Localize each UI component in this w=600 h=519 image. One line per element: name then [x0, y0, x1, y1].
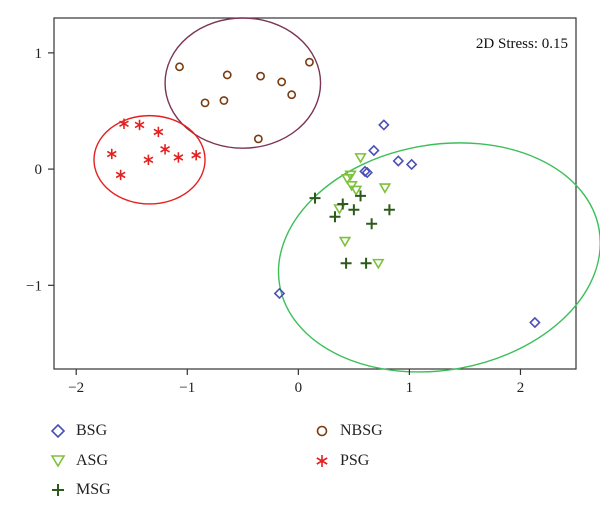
legend-item-msg: MSG — [50, 481, 111, 499]
point-msg — [340, 257, 352, 269]
point-bsg — [392, 155, 405, 167]
x-tick-label: 1 — [406, 380, 414, 396]
point-msg — [355, 190, 367, 202]
ellipse-psg — [93, 114, 206, 205]
data-points — [106, 57, 541, 329]
legend-label: MSG — [76, 481, 111, 498]
point-asg — [378, 183, 392, 194]
x-tick-label: 0 — [295, 380, 303, 396]
point-asg — [341, 173, 354, 185]
circle-marker-icon — [316, 425, 328, 437]
point-asg — [354, 153, 367, 164]
triangle-down-marker-icon — [50, 455, 66, 468]
point-msg — [360, 257, 372, 269]
point-bsg — [273, 287, 286, 300]
plus-marker-icon — [52, 484, 64, 496]
legend-item-bsg: BSG — [50, 422, 107, 440]
y-tick-label: 0 — [35, 162, 43, 178]
ellipse-nbsg — [164, 17, 322, 149]
legend-label: ASG — [76, 452, 109, 469]
point-psg — [119, 118, 129, 129]
legend-label: NBSG — [340, 422, 383, 439]
point-psg — [153, 126, 164, 138]
ellipse-bsg-asg-msg — [277, 142, 600, 373]
point-bsg — [378, 119, 390, 131]
point-nbsg — [287, 90, 297, 100]
point-msg — [383, 204, 395, 216]
legend-label: BSG — [76, 422, 108, 439]
point-msg — [337, 198, 349, 210]
point-msg — [348, 204, 360, 216]
point-psg — [106, 148, 117, 160]
y-tick-label: 1 — [35, 46, 43, 62]
point-psg — [191, 149, 202, 161]
point-psg — [143, 154, 154, 165]
point-psg — [160, 144, 170, 155]
point-asg — [349, 185, 363, 197]
cluster-ellipses — [93, 17, 600, 373]
point-msg — [309, 192, 321, 204]
diamond-marker-icon — [50, 423, 66, 439]
stress-annotation: 2D Stress: 0.15 — [476, 36, 568, 52]
point-nbsg — [256, 71, 265, 81]
x-tick-label: −2 — [68, 380, 84, 396]
point-bsg — [529, 316, 541, 329]
point-bsg — [361, 166, 373, 179]
point-psg — [115, 169, 126, 181]
point-asg — [372, 258, 385, 270]
legend: BSG ASG MSG NBSG PSG — [50, 418, 570, 513]
point-bsg — [368, 144, 380, 157]
point-nbsg — [219, 96, 229, 105]
scatter-plot: −2 −1 0 1 2 −1 0 1 2D Stress: 0.15 — [26, 17, 600, 396]
y-tick-label: −1 — [26, 278, 42, 294]
axes: −2 −1 0 1 2 −1 0 1 — [26, 46, 524, 396]
point-psg — [134, 119, 145, 131]
point-msg — [329, 211, 341, 223]
asterisk-marker-icon — [316, 455, 328, 467]
legend-label: PSG — [340, 452, 370, 469]
point-msg — [366, 218, 378, 230]
x-tick-label: −1 — [179, 380, 195, 396]
point-nbsg — [200, 98, 210, 108]
point-nbsg — [253, 134, 263, 144]
point-nbsg — [305, 57, 314, 67]
point-nbsg — [277, 77, 287, 87]
legend-item-nbsg: NBSG — [314, 422, 383, 440]
point-bsg — [405, 158, 418, 171]
point-asg — [338, 236, 352, 248]
point-nbsg — [175, 62, 184, 72]
point-psg — [173, 152, 184, 163]
legend-item-psg: PSG — [314, 452, 369, 470]
x-tick-label: 2 — [517, 380, 525, 396]
point-nbsg — [222, 70, 232, 80]
legend-item-asg: ASG — [50, 452, 108, 470]
